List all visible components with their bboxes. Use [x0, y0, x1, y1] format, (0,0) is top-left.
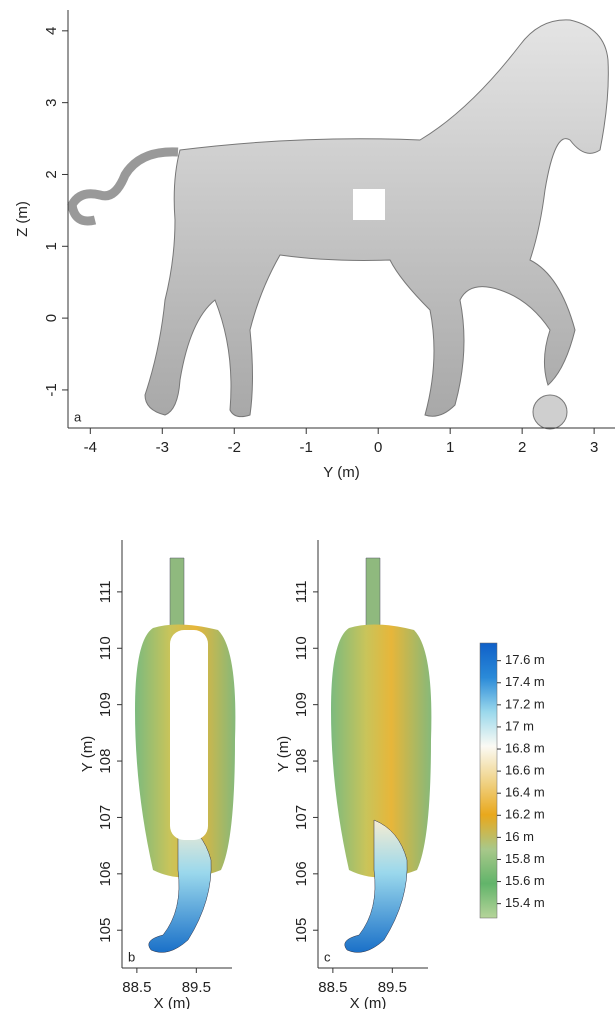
y-tick-label: 110 [97, 636, 114, 660]
y-axis-label: Z (m) [14, 201, 31, 237]
x-axis-label: Y (m) [323, 464, 359, 481]
y-tick-label: 1 [43, 242, 60, 250]
colorbar-label: 16.6 m [505, 763, 545, 778]
colorbar-label: 15.8 m [505, 851, 545, 866]
x-tick-label: -1 [300, 439, 313, 456]
colorbar-label: 15.6 m [505, 873, 545, 888]
y-axis-label: Y (m) [275, 736, 292, 772]
x-tick-label: 89.5 [378, 979, 407, 996]
x-tick-label: 88.5 [318, 979, 347, 996]
y-tick-label: 105 [97, 918, 114, 943]
colorbar-label: 16.4 m [505, 785, 545, 800]
x-tick-label: 3 [590, 439, 598, 456]
figure: -4 -3 -2 -1 0 1 2 3 -1 0 1 2 3 4 Y (m) Z (m) a 88.5 89.5 10… [0, 0, 615, 1009]
x-axis-label: X (m) [154, 995, 191, 1009]
x-tick-label: 1 [446, 439, 454, 456]
colorbar-label: 16.8 m [505, 740, 545, 755]
x-tick-label: 88.5 [122, 979, 151, 996]
y-tick-label: 2 [43, 170, 60, 178]
colorbar-label: 15.4 m [505, 895, 545, 910]
x-tick-label: 2 [518, 439, 526, 456]
y-tick-label: 106 [293, 861, 310, 886]
x-tick-label: -3 [156, 439, 169, 456]
colorbar-label: 16 m [505, 829, 534, 844]
colorbar-label: 17.6 m [505, 652, 545, 667]
colorbar-label: 16.2 m [505, 807, 545, 822]
y-tick-label: -1 [43, 383, 60, 396]
panel-label: a [74, 409, 82, 424]
plan-view-c [331, 558, 431, 952]
y-tick-label: 4 [43, 27, 60, 35]
y-tick-label: 107 [97, 805, 114, 830]
colorbar-label: 17.4 m [505, 674, 545, 689]
y-tick-label: 108 [293, 749, 310, 774]
y-tick-label: 110 [293, 636, 310, 660]
panel-label: b [128, 949, 135, 964]
y-tick-label: 108 [97, 749, 114, 774]
colorbar [480, 643, 497, 918]
y-tick-label: 109 [293, 692, 310, 717]
x-axis-label: X (m) [350, 995, 387, 1009]
data-gap [170, 630, 208, 840]
y-axis-label: Y (m) [79, 736, 96, 772]
x-tick-label: 0 [374, 439, 382, 456]
colorbar-label: 17 m [505, 718, 534, 733]
x-tick-label: 89.5 [182, 979, 211, 996]
y-tick-label: 109 [97, 692, 114, 717]
x-tick-label: -2 [228, 439, 241, 456]
y-tick-label: 105 [293, 918, 310, 943]
y-tick-label: 106 [97, 861, 114, 886]
y-tick-label: 111 [97, 580, 114, 603]
colorbar-label: 17.2 m [505, 696, 545, 711]
panel-label: c [324, 949, 331, 964]
y-tick-label: 111 [293, 580, 310, 603]
horse-render [72, 20, 608, 429]
x-tick-label: -4 [84, 439, 97, 456]
page: -4 -3 -2 -1 0 1 2 3 -1 0 1 2 3 4 Y (m) Z (m) a 88.5 89.5 10… [0, 0, 615, 1009]
y-tick-label: 0 [43, 314, 60, 322]
y-tick-label: 107 [293, 805, 310, 830]
y-tick-label: 3 [43, 98, 60, 106]
